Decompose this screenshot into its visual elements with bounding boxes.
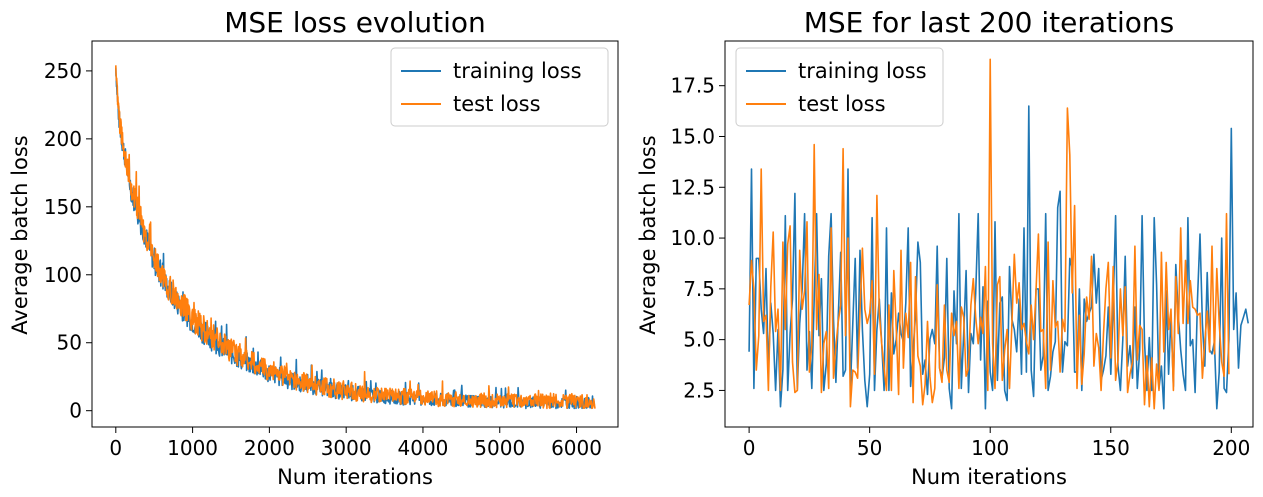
legend-label: training loss bbox=[453, 59, 582, 83]
series-line-test-loss bbox=[748, 58, 1230, 410]
series-layer bbox=[748, 58, 1249, 410]
y-tick-label: 12.5 bbox=[670, 175, 715, 199]
y-tick-label: 150 bbox=[44, 195, 82, 219]
plot-frame bbox=[91, 40, 619, 428]
x-tick-label: 50 bbox=[857, 436, 882, 460]
x-tick-label: 3000 bbox=[321, 436, 372, 460]
chart-last-200: MSE for last 200 iterations Num iteratio… bbox=[636, 6, 1254, 489]
legend: training loss test loss bbox=[735, 47, 944, 127]
y-tick-label: 50 bbox=[57, 331, 82, 355]
legend: training loss test loss bbox=[390, 47, 609, 127]
x-tick-label: 4000 bbox=[398, 436, 449, 460]
y-tick-label: 2.5 bbox=[683, 378, 715, 402]
y-axis-label: Average batch loss bbox=[8, 135, 32, 334]
y-tick-label: 250 bbox=[44, 59, 82, 83]
tick-group: 0 1000 2000 3000 4000 5000 6000 0 50 100 150 200 250 bbox=[44, 59, 602, 460]
chart-title: MSE for last 200 iterations bbox=[804, 6, 1175, 39]
series-line-test-loss bbox=[115, 65, 596, 410]
x-tick-label: 1000 bbox=[167, 436, 218, 460]
x-tick-label: 200 bbox=[1212, 436, 1250, 460]
tick-group: 0 50 100 150 200 2.5 5.0 7.5 10.0 12.5 15.0 17.5 bbox=[670, 74, 1250, 460]
y-tick-label: 17.5 bbox=[670, 74, 715, 98]
series-layer bbox=[115, 65, 596, 410]
x-tick-label: 0 bbox=[109, 436, 122, 460]
y-tick-label: 5.0 bbox=[683, 328, 715, 352]
x-axis-label: Num iterations bbox=[911, 465, 1067, 489]
x-tick-label: 5000 bbox=[474, 436, 525, 460]
legend-box bbox=[390, 47, 609, 127]
y-tick-label: 7.5 bbox=[683, 277, 715, 301]
y-tick-label: 0 bbox=[69, 399, 82, 423]
legend-box bbox=[735, 47, 944, 127]
y-tick-label: 100 bbox=[44, 263, 82, 287]
legend-label: training loss bbox=[798, 59, 927, 83]
x-tick-label: 100 bbox=[971, 436, 1009, 460]
chart-loss-evolution: MSE loss evolution Num iterations Averag… bbox=[8, 6, 619, 489]
y-tick-label: 15.0 bbox=[670, 124, 715, 148]
plot-frame bbox=[724, 40, 1254, 428]
y-axis-label: Average batch loss bbox=[636, 135, 660, 334]
x-tick-label: 150 bbox=[1092, 436, 1130, 460]
chart-title: MSE loss evolution bbox=[224, 6, 486, 39]
legend-label: test loss bbox=[453, 92, 541, 116]
y-tick-label: 10.0 bbox=[670, 226, 715, 250]
x-axis-label: Num iterations bbox=[277, 465, 433, 489]
x-tick-label: 6000 bbox=[551, 436, 602, 460]
legend-label: test loss bbox=[798, 92, 886, 116]
x-tick-label: 0 bbox=[743, 436, 756, 460]
x-tick-label: 2000 bbox=[244, 436, 295, 460]
y-tick-label: 200 bbox=[44, 127, 82, 151]
